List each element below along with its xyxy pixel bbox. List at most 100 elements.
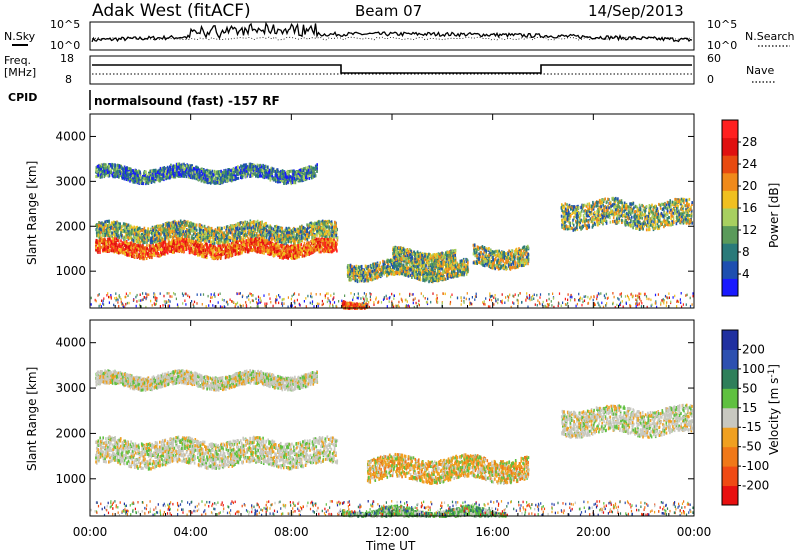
scatter-point xyxy=(122,224,125,228)
scatter-point xyxy=(216,247,219,251)
scatter-point xyxy=(161,248,163,252)
scatter-point xyxy=(105,247,108,250)
scatter-point xyxy=(188,224,190,228)
scatter-point xyxy=(183,220,185,224)
nave-tick-high: 60 xyxy=(707,52,721,65)
scatter-point xyxy=(282,256,284,260)
scatter-point xyxy=(288,253,291,257)
scatter-point xyxy=(133,239,136,243)
scatter-point xyxy=(276,253,279,256)
scatter-point xyxy=(117,233,120,237)
scatter-point xyxy=(139,226,141,230)
scatter-point xyxy=(129,234,132,238)
scatter-point xyxy=(246,244,248,248)
scatter-point xyxy=(197,233,200,237)
scatter-point xyxy=(291,246,293,250)
scatter-point xyxy=(324,223,326,227)
scatter-point xyxy=(280,251,282,254)
scatter-point xyxy=(120,234,123,238)
scatter-point xyxy=(320,250,322,254)
scatter-point xyxy=(280,237,282,241)
scatter-point xyxy=(235,174,237,178)
scatter-point xyxy=(327,229,330,233)
scatter-point xyxy=(336,236,339,240)
scatter-point xyxy=(150,241,152,245)
scatter-point xyxy=(322,225,324,229)
scatter-point xyxy=(263,238,265,242)
scatter-point xyxy=(151,239,154,243)
scatter-point xyxy=(130,229,133,233)
scatter-point xyxy=(188,244,190,248)
scatter-point xyxy=(292,238,294,242)
scatter-point xyxy=(151,235,153,239)
scatter-point xyxy=(115,228,117,232)
scatter-point xyxy=(195,249,197,253)
scatter-point xyxy=(153,247,155,251)
scatter-point xyxy=(182,230,185,234)
nsearch-tick-low: 10^0 xyxy=(707,39,737,52)
scatter-point xyxy=(288,247,291,251)
scatter-point xyxy=(190,246,192,250)
scatter-point xyxy=(97,244,100,248)
scatter-point xyxy=(187,238,189,242)
scatter-point xyxy=(178,221,180,225)
scatter-point xyxy=(269,230,272,234)
scatter-point xyxy=(162,223,165,227)
scatter-point xyxy=(157,234,160,238)
scatter-point xyxy=(236,244,238,248)
scatter-point xyxy=(95,228,97,232)
scatter-point xyxy=(173,220,176,224)
scatter-point xyxy=(236,226,239,230)
scatter-point xyxy=(334,229,336,233)
scatter-point xyxy=(246,250,249,254)
scatter-point xyxy=(300,225,303,229)
scatter-point xyxy=(296,227,298,231)
scatter-point xyxy=(315,237,318,241)
scatter-point xyxy=(272,229,274,233)
scatter-point xyxy=(232,235,235,239)
scatter-point xyxy=(108,219,110,223)
scatter-point xyxy=(230,249,233,253)
scatter-point xyxy=(275,224,278,228)
scatter-point xyxy=(330,237,332,241)
scatter-point xyxy=(264,223,267,227)
scatter-point xyxy=(212,232,215,235)
scatter-point xyxy=(210,254,213,258)
freq-panel xyxy=(89,55,695,85)
scatter-point xyxy=(278,252,280,256)
scatter-point xyxy=(309,251,312,255)
scatter-point xyxy=(137,227,139,231)
scatter-point xyxy=(317,241,319,244)
scatter-point xyxy=(261,245,264,249)
scatter-point xyxy=(129,179,131,183)
scatter-point xyxy=(164,252,166,256)
scatter-point xyxy=(316,166,318,170)
scatter-point xyxy=(180,236,182,240)
scatter-point xyxy=(190,221,192,225)
scatter-point xyxy=(308,231,310,235)
scatter-point xyxy=(213,237,215,241)
scatter-point xyxy=(200,244,203,248)
scatter-point xyxy=(175,224,178,228)
scatter-point xyxy=(324,241,327,245)
scatter-point xyxy=(213,230,216,234)
scatter-point xyxy=(183,223,186,227)
scatter-point xyxy=(121,224,124,228)
scatter-point xyxy=(113,236,116,240)
scatter-point xyxy=(115,241,117,244)
scatter-point xyxy=(115,221,117,225)
scatter-point xyxy=(295,236,297,240)
scatter-point xyxy=(319,240,322,244)
scatter-point xyxy=(305,246,307,250)
scatter-point xyxy=(293,233,295,236)
scatter-point xyxy=(95,231,98,235)
scatter-point xyxy=(142,236,144,239)
scatter-point xyxy=(331,238,334,242)
scatter-point xyxy=(184,221,187,225)
scatter-point xyxy=(174,222,177,226)
scatter-point xyxy=(136,248,138,252)
scatter-point xyxy=(150,250,152,254)
scatter-point xyxy=(228,228,230,232)
scatter-point xyxy=(302,236,305,240)
scatter-point xyxy=(155,231,158,235)
